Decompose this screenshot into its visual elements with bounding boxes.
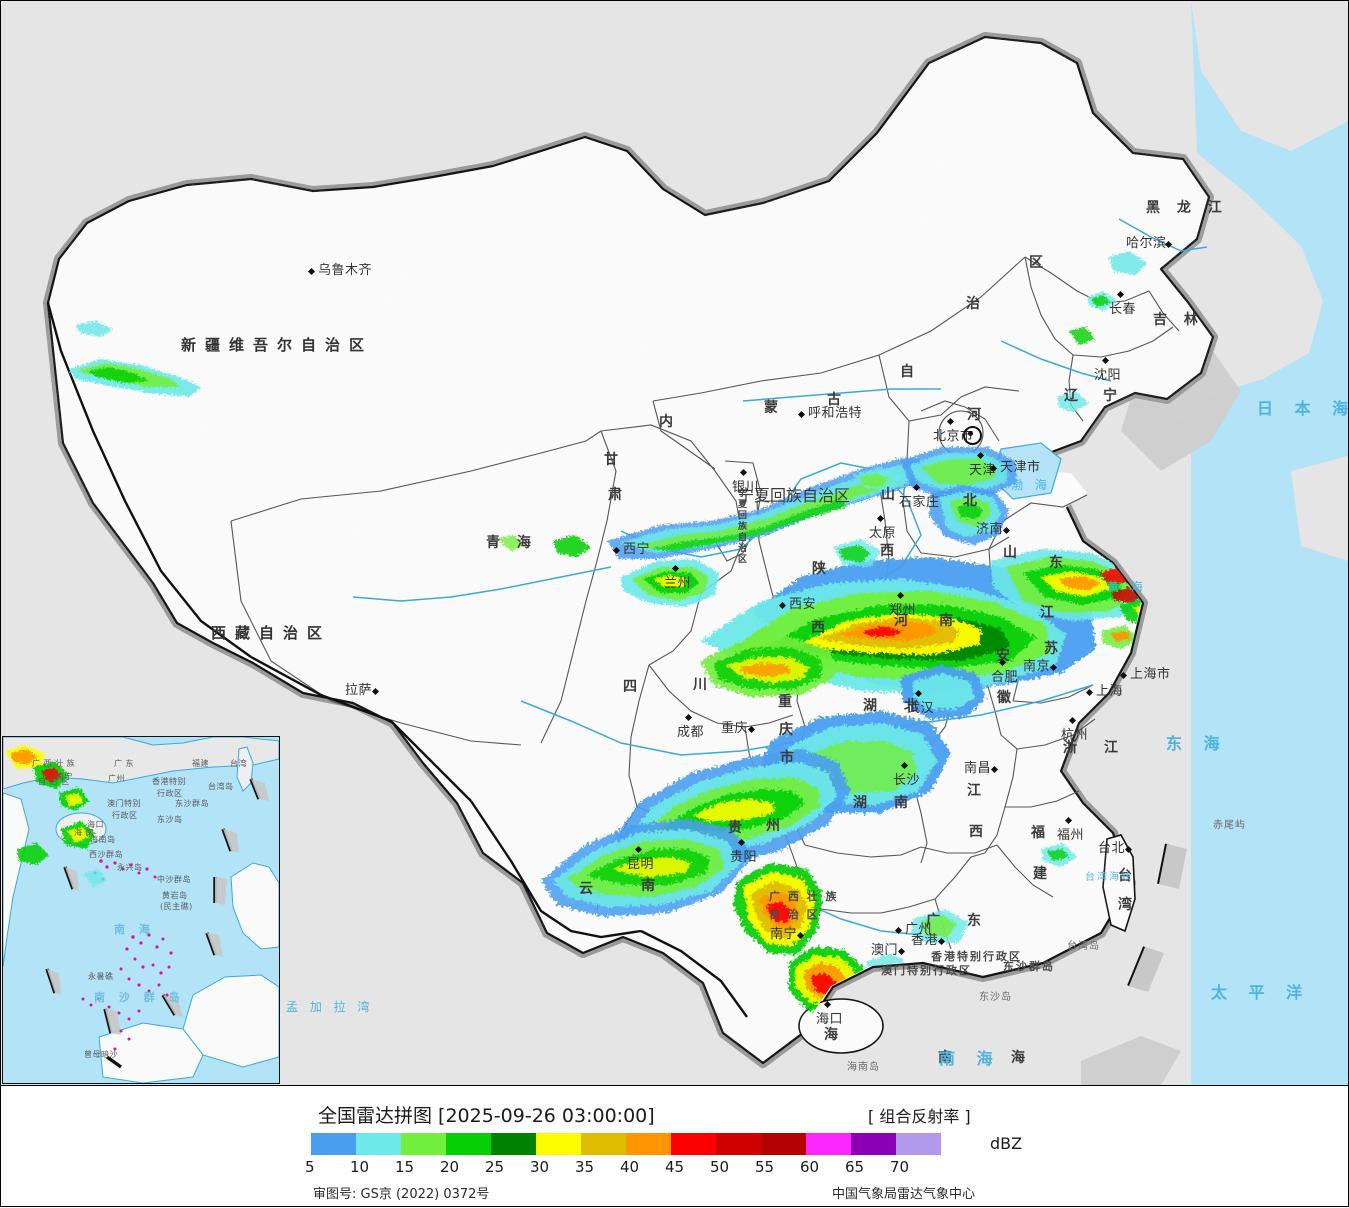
inset-label: 西沙群岛 <box>89 850 123 859</box>
inset-label: 海 南 <box>74 828 95 837</box>
colorbar-unit-label: dBZ <box>990 1134 1023 1153</box>
inset-label: 中沙群岛 <box>157 875 191 884</box>
inset-label: 澳门特别 <box>107 799 141 808</box>
colorbar-swatch-60 <box>806 1133 851 1155</box>
inset-label: 香港特别 <box>152 777 186 786</box>
map-approval-number: 审图号: GS京 (2022) 0372号 <box>313 1187 490 1202</box>
colorbar-tick-5: 5 <box>305 1158 315 1176</box>
colorbar-swatch-55 <box>761 1133 806 1155</box>
inset-label: 台湾岛 <box>208 782 234 791</box>
inset-label: (民主礁) <box>160 902 193 911</box>
colorbar-swatch-20 <box>446 1133 491 1155</box>
inset-label: 黄岩岛 <box>162 891 188 900</box>
inset-label: 行政区 <box>112 811 138 820</box>
map-panel[interactable]: 新疆维吾尔自治区 西藏自治区青 海甘肃内蒙古自治区黑 龙 江吉 林辽宁河北山西陕西… <box>0 0 1349 1086</box>
colorbar-swatch-45 <box>671 1133 716 1155</box>
colorbar-tick-15: 15 <box>395 1158 415 1176</box>
capital-symbol-beijing <box>963 426 982 445</box>
inset-label: 南宁 <box>56 772 73 781</box>
inset-label: 自 治 区 <box>38 777 70 786</box>
inset-label: 台湾 <box>230 759 247 768</box>
inset-label: 广州 <box>108 774 125 783</box>
legend-title: 全国雷达拼图 [2025-09-26 03:00:00] <box>318 1105 655 1127</box>
colorbar-tick-30: 30 <box>530 1158 550 1176</box>
inset-label: 东沙岛 <box>157 815 183 824</box>
inset-label: 永暑礁 <box>88 972 114 981</box>
colorbar-swatch-10 <box>356 1133 401 1155</box>
colorbar[interactable] <box>311 1133 941 1155</box>
colorbar-tick-50: 50 <box>710 1158 730 1176</box>
colorbar-swatch-15 <box>401 1133 446 1155</box>
inset-label: 海口 <box>87 820 104 829</box>
colorbar-tick-40: 40 <box>620 1158 640 1176</box>
legend-product-label: [ 组合反射率 ] <box>868 1107 971 1126</box>
colorbar-swatch-40 <box>626 1133 671 1155</box>
colorbar-swatch-50 <box>716 1133 761 1155</box>
inset-label: 南 沙 群 岛 <box>94 991 185 1004</box>
colorbar-swatch-70 <box>896 1133 941 1155</box>
colorbar-swatch-65 <box>851 1133 896 1155</box>
colorbar-tick-10: 10 <box>350 1158 370 1176</box>
colorbar-swatch-5 <box>311 1133 356 1155</box>
colorbar-tick-45: 45 <box>665 1158 685 1176</box>
inset-label: 南 海 <box>114 923 155 936</box>
colorbar-tick-25: 25 <box>485 1158 505 1176</box>
colorbar-swatch-30 <box>536 1133 581 1155</box>
inset-label: 广 东 <box>114 759 135 768</box>
inset-label: 东沙群岛 <box>175 799 209 808</box>
colorbar-tick-35: 35 <box>575 1158 595 1176</box>
colorbar-tick-65: 65 <box>845 1158 865 1176</box>
inset-label: 福建 <box>192 759 209 768</box>
inset-label: 永兴岛 <box>117 863 143 872</box>
issuing-organization: 中国气象局雷达气象中心 <box>832 1187 976 1202</box>
colorbar-tick-20: 20 <box>440 1158 460 1176</box>
colorbar-tick-55: 55 <box>755 1158 775 1176</box>
colorbar-tick-70: 70 <box>890 1158 910 1176</box>
inset-label: 曾母暗沙 <box>84 1050 118 1059</box>
colorbar-tick-60: 60 <box>800 1158 820 1176</box>
inset-label: 海南岛 <box>90 835 116 844</box>
colorbar-swatch-35 <box>581 1133 626 1155</box>
inset-map-south-china-sea[interactable]: 广 西 壮 族自 治 区广 东福建 台湾 南宁 广州 香港特别 行政区 台湾岛 澳门特别 行政区… <box>2 736 280 1084</box>
inset-label: 行政区 <box>157 789 183 798</box>
inset-label: 广 西 壮 族 <box>32 759 76 768</box>
map-stage: 新疆维吾尔自治区 西藏自治区青 海甘肃内蒙古自治区黑 龙 江吉 林辽宁河北山西陕西… <box>1 1 1348 1085</box>
inset-labels: 广 西 壮 族自 治 区广 东福建 台湾 南宁 广州 香港特别 行政区 台湾岛 澳门特别 行政区… <box>3 737 279 1083</box>
radar-echo-layer <box>69 251 1219 1057</box>
colorbar-swatch-25 <box>491 1133 536 1155</box>
